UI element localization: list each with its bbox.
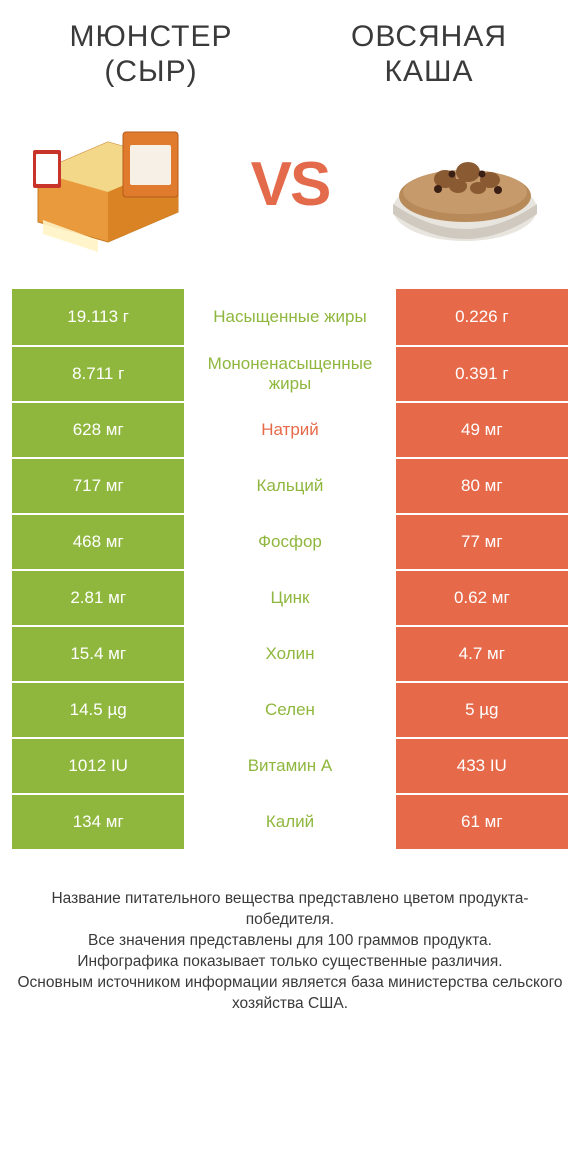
table-row: 1012 IUВитамин A433 IU bbox=[12, 737, 568, 793]
table-row: 15.4 мгХолин4.7 мг bbox=[12, 625, 568, 681]
footer-line1: Название питательного вещества представл… bbox=[16, 889, 564, 931]
table-row: 468 мгФосфор77 мг bbox=[12, 513, 568, 569]
right-title-line2: каша bbox=[385, 55, 474, 88]
nutrient-name: Холин bbox=[184, 627, 395, 681]
nutrient-name: Селен bbox=[184, 683, 395, 737]
footer-line3: Инфографика показывает только существенн… bbox=[16, 952, 564, 973]
left-value: 1012 IU bbox=[12, 739, 184, 793]
right-title-line1: Овсяная bbox=[351, 20, 507, 53]
right-value: 77 мг bbox=[396, 515, 568, 569]
right-value: 61 мг bbox=[396, 795, 568, 849]
right-title: Овсяная каша bbox=[290, 20, 568, 89]
left-value: 468 мг bbox=[12, 515, 184, 569]
left-value: 14.5 µg bbox=[12, 683, 184, 737]
right-value: 49 мг bbox=[396, 403, 568, 457]
right-value: 0.62 мг bbox=[396, 571, 568, 625]
cheese-icon bbox=[30, 114, 200, 254]
left-value: 628 мг bbox=[12, 403, 184, 457]
table-row: 134 мгКалий61 мг bbox=[12, 793, 568, 849]
table-row: 717 мгКальций80 мг bbox=[12, 457, 568, 513]
cheese-image bbox=[20, 109, 210, 259]
left-title-line1: Мюнстер bbox=[70, 20, 233, 53]
footer-line4: Основным источником информации является … bbox=[16, 973, 564, 1015]
nutrient-name: Витамин A bbox=[184, 739, 395, 793]
right-value: 80 мг bbox=[396, 459, 568, 513]
nutrient-name: Насыщенные жиры bbox=[184, 289, 395, 345]
footer-line2: Все значения представлены для 100 граммо… bbox=[16, 931, 564, 952]
nutrient-name: Натрий bbox=[184, 403, 395, 457]
nutrient-name: Кальций bbox=[184, 459, 395, 513]
nutrient-table: 19.113 гНасыщенные жиры0.226 г8.711 гМон… bbox=[12, 289, 568, 849]
oatmeal-icon bbox=[380, 114, 550, 254]
right-value: 0.226 г bbox=[396, 289, 568, 345]
right-value: 433 IU bbox=[396, 739, 568, 793]
table-row: 628 мгНатрий49 мг bbox=[12, 401, 568, 457]
nutrient-name: Цинк bbox=[184, 571, 395, 625]
left-value: 134 мг bbox=[12, 795, 184, 849]
left-title-line2: (сыр) bbox=[104, 55, 197, 88]
left-title: Мюнстер (сыр) bbox=[12, 20, 290, 89]
titles-row: Мюнстер (сыр) Овсяная каша bbox=[12, 20, 568, 89]
table-row: 14.5 µgСелен5 µg bbox=[12, 681, 568, 737]
footer-text: Название питательного вещества представл… bbox=[12, 889, 568, 1035]
left-value: 15.4 мг bbox=[12, 627, 184, 681]
right-value: 0.391 г bbox=[396, 347, 568, 401]
table-row: 2.81 мгЦинк0.62 мг bbox=[12, 569, 568, 625]
infographic: Мюнстер (сыр) Овсяная каша bbox=[0, 0, 580, 1174]
vs-label: VS bbox=[251, 149, 330, 220]
left-value: 8.711 г bbox=[12, 347, 184, 401]
images-row: VS bbox=[12, 109, 568, 259]
nutrient-name: Калий bbox=[184, 795, 395, 849]
table-row: 8.711 гМононенасыщенные жиры0.391 г bbox=[12, 345, 568, 401]
left-value: 19.113 г bbox=[12, 289, 184, 345]
nutrient-name: Мононенасыщенные жиры bbox=[184, 347, 395, 401]
table-row: 19.113 гНасыщенные жиры0.226 г bbox=[12, 289, 568, 345]
right-value: 5 µg bbox=[396, 683, 568, 737]
nutrient-name: Фосфор bbox=[184, 515, 395, 569]
right-value: 4.7 мг bbox=[396, 627, 568, 681]
left-value: 717 мг bbox=[12, 459, 184, 513]
oatmeal-image bbox=[370, 109, 560, 259]
left-value: 2.81 мг bbox=[12, 571, 184, 625]
